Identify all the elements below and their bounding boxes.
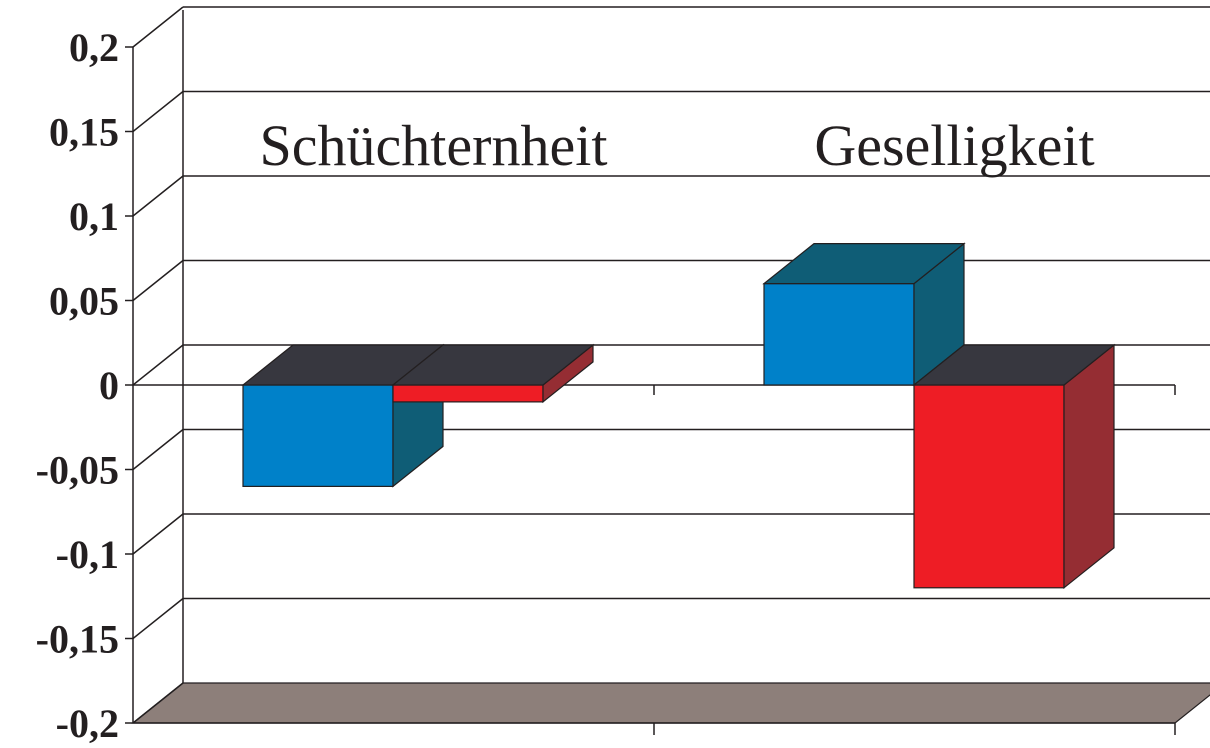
y-tick-label: 0,1 (69, 194, 119, 239)
gridline-side (132, 428, 184, 471)
y-tick-label: 0,2 (69, 25, 119, 70)
gridline-side (132, 6, 184, 48)
gridline-side (132, 597, 184, 640)
y-tick-label: -0,1 (56, 532, 119, 577)
y-tick-label: 0,05 (49, 279, 119, 324)
gridline-side (132, 682, 184, 724)
bar (912, 343, 1116, 590)
category-label: Geselligkeit (814, 113, 1094, 178)
bar-front (763, 283, 915, 386)
bar-side (1063, 343, 1115, 590)
y-tick-label: 0 (99, 363, 119, 408)
y-tick-label: 0,15 (49, 110, 119, 155)
gridline-side (132, 90, 184, 133)
gridline-side (132, 259, 184, 302)
gridline-side (132, 344, 184, 386)
bar (762, 242, 966, 387)
y-tick-label: -0,05 (36, 448, 119, 493)
bar-front (392, 384, 544, 403)
y-tick-label: -0,15 (36, 617, 119, 662)
bar-top (912, 344, 1116, 386)
bar (391, 343, 595, 404)
bar-top (762, 243, 966, 285)
chart-floor (131, 682, 1210, 724)
gridline-side (132, 513, 184, 555)
bar-front (242, 384, 394, 488)
category-label: Schüchternheit (260, 113, 608, 178)
bar-front (913, 384, 1065, 589)
gridline-side (132, 175, 184, 217)
bar-top (391, 344, 595, 386)
bar (241, 343, 445, 488)
y-tick-label: -0,2 (56, 701, 119, 746)
